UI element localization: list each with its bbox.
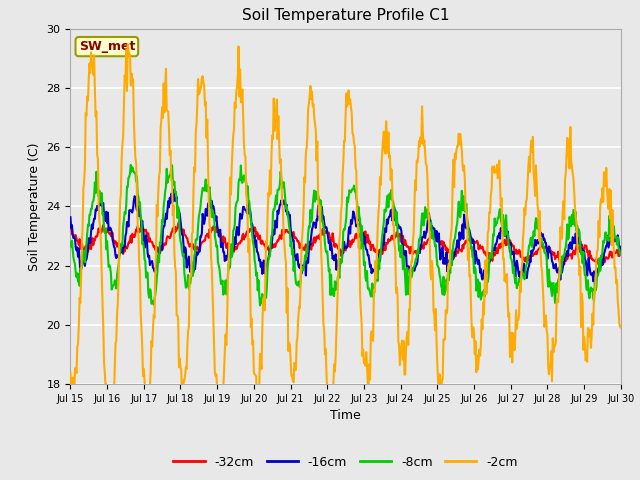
Legend: -32cm, -16cm, -8cm, -2cm: -32cm, -16cm, -8cm, -2cm bbox=[168, 451, 523, 474]
Title: Soil Temperature Profile C1: Soil Temperature Profile C1 bbox=[242, 9, 449, 24]
Text: SW_met: SW_met bbox=[79, 40, 135, 53]
X-axis label: Time: Time bbox=[330, 409, 361, 422]
Y-axis label: Soil Temperature (C): Soil Temperature (C) bbox=[28, 142, 41, 271]
